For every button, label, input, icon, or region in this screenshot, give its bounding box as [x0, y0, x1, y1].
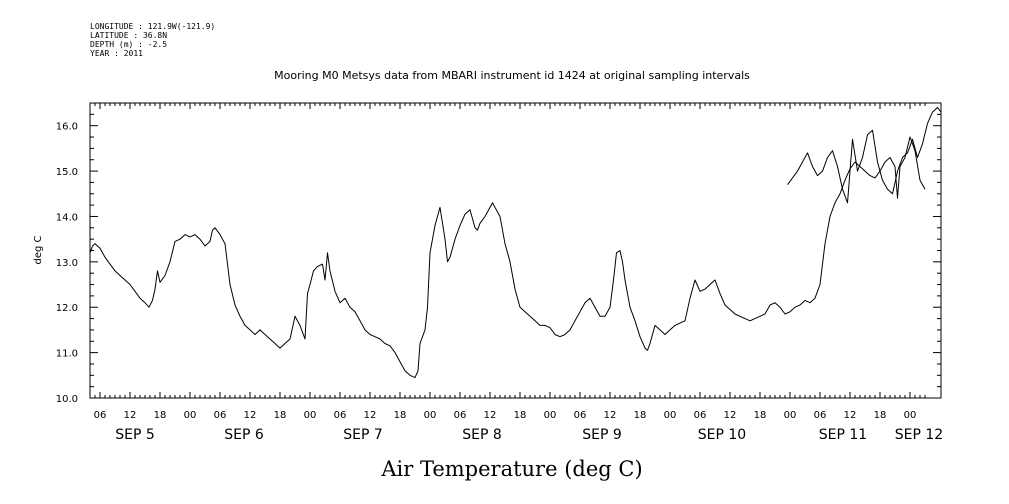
x-tick-label: 06 — [214, 410, 227, 421]
y-tick-label: 12.0 — [56, 303, 78, 314]
chart-title: Mooring M0 Metsys data from MBARI instru… — [274, 69, 750, 82]
x-tick-label: 00 — [784, 410, 797, 421]
axis-ticks: 06 12 18 00 06 12 18 00 06 12 18 00 06 12 18 00 06 12 18 00… — [56, 102, 943, 443]
x-tick-label: 06 — [694, 410, 707, 421]
x-day-label: SEP 9 — [582, 427, 622, 443]
x-tick-label: 06 — [574, 410, 587, 421]
x-tick-label: 06 — [334, 410, 347, 421]
x-tick-label: 06 — [94, 410, 107, 421]
y-tick-label: 10.0 — [56, 394, 78, 405]
x-day-label: SEP 10 — [698, 427, 746, 443]
x-tick-label: 00 — [904, 410, 917, 421]
x-day-label: SEP 8 — [462, 427, 502, 443]
x-day-label: SEP 12 — [895, 427, 943, 443]
y-axis-label: deg C — [33, 235, 44, 264]
y-tick-label: 13.0 — [56, 258, 78, 269]
x-tick-label: 00 — [664, 410, 677, 421]
x-tick-label: 06 — [454, 410, 467, 421]
series-lines — [89, 107, 942, 379]
location-info: LONGITUDE : 121.9W(-121.9) LATITUDE : 36… — [90, 22, 215, 58]
x-tick-label: 12 — [124, 410, 137, 421]
plot-frame — [89, 102, 942, 399]
x-tick-label: 00 — [304, 410, 317, 421]
x-tick-label: 18 — [754, 410, 767, 421]
y-tick-label: 11.0 — [56, 349, 78, 360]
x-tick-label: 00 — [544, 410, 557, 421]
x-tick-label: 00 — [184, 410, 197, 421]
x-tick-label: 12 — [484, 410, 497, 421]
x-tick-label: 18 — [274, 410, 287, 421]
x-tick-label: 06 — [814, 410, 827, 421]
x-tick-label: 18 — [394, 410, 407, 421]
y-tick-label: 16.0 — [56, 122, 78, 133]
x-tick-label: 00 — [424, 410, 437, 421]
x-axis-label: Air Temperature (deg C) — [380, 457, 642, 481]
x-tick-label: 18 — [634, 410, 647, 421]
depth-text: DEPTH (m) : -2.5 — [90, 40, 168, 49]
x-tick-label: 18 — [514, 410, 527, 421]
x-day-label: SEP 11 — [819, 427, 867, 443]
x-tick-label: 12 — [844, 410, 857, 421]
x-tick-label: 12 — [364, 410, 377, 421]
series-line-2 — [787, 107, 942, 204]
y-tick-label: 15.0 — [56, 167, 78, 178]
x-day-label: SEP 6 — [224, 427, 264, 443]
x-tick-label: 18 — [154, 410, 167, 421]
x-tick-label: 12 — [604, 410, 617, 421]
x-day-label: SEP 7 — [343, 427, 383, 443]
x-tick-label: 18 — [874, 410, 887, 421]
series-line-1 — [89, 136, 926, 379]
y-tick-label: 14.0 — [56, 212, 78, 223]
x-day-label: SEP 5 — [115, 427, 155, 443]
latitude-text: LATITUDE : 36.8N — [90, 31, 168, 40]
year-text: YEAR : 2011 — [90, 49, 143, 58]
x-tick-label: 12 — [244, 410, 257, 421]
longitude-text: LONGITUDE : 121.9W(-121.9) — [90, 22, 216, 31]
x-tick-label: 12 — [724, 410, 737, 421]
